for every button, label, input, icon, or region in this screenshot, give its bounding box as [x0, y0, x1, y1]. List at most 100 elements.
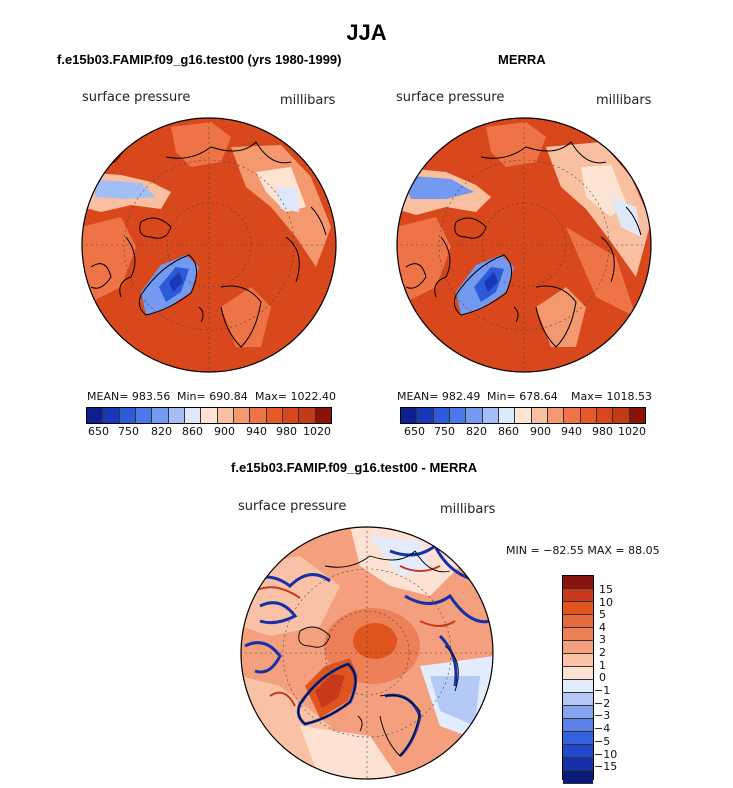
panel3-colorbar-swatch	[563, 576, 593, 589]
panel1-colorbar-swatch	[152, 408, 169, 423]
panel1-tick: 980	[276, 425, 297, 438]
panel2-units-label: millibars	[596, 93, 652, 108]
panel2-tick: 860	[498, 425, 519, 438]
panel3-tick: 5	[599, 608, 606, 621]
main-title: JJA	[346, 20, 387, 45]
panel1-tick: 900	[214, 425, 235, 438]
panel2-tick: 820	[466, 425, 487, 438]
panel2-min: Min= 678.64	[487, 390, 558, 403]
panel3-tick: 4	[599, 621, 606, 634]
panel2-colorbar-swatch	[580, 408, 597, 423]
panel1-colorbar-swatch	[168, 408, 185, 423]
panel2-colorbar-swatch	[433, 408, 450, 423]
panel3-units-label: millibars	[440, 502, 496, 517]
panel1-tick: 1020	[303, 425, 331, 438]
panel1-tick: 650	[88, 425, 109, 438]
panel3-colorbar-swatch	[563, 706, 593, 719]
panel3-colorbar-swatch	[563, 719, 593, 732]
panel2-colorbar-swatch	[564, 408, 581, 423]
panel1-colorbar-swatch	[119, 408, 136, 423]
panel1-tick: 940	[246, 425, 267, 438]
panel1-colorbar-swatch	[282, 408, 300, 423]
panel3-tick: −15	[594, 760, 618, 773]
panel3-colorbar-swatch	[563, 693, 593, 706]
panel3-tick: −4	[594, 722, 611, 735]
panel1-units-label: millibars	[280, 93, 336, 108]
panel3-tick: 10	[599, 596, 613, 609]
panel1-tick: 860	[182, 425, 203, 438]
panel1-polar-map	[81, 117, 337, 373]
panel2-colorbar-swatch	[482, 408, 499, 423]
panel1-colorbar-swatch	[217, 408, 234, 423]
panel2-max: Max= 1018.53	[571, 390, 652, 403]
panel2-colorbar-swatch	[547, 408, 565, 423]
panel1-colorbar-swatch	[299, 408, 316, 423]
panel2-colorbar-swatch	[466, 408, 483, 423]
panel3-colorbar-swatch	[563, 732, 593, 745]
panel1-colorbar-swatch	[233, 408, 251, 423]
panel3-colorbar-swatch	[563, 667, 593, 680]
panel1-colorbar-swatch	[184, 408, 202, 423]
panel3-colorbar-swatch	[563, 758, 593, 771]
panel3-minmax: MIN = −82.55 MAX = 88.05	[506, 544, 660, 557]
panel1-colorbar-swatch	[135, 408, 153, 423]
panel1-tick: 820	[151, 425, 172, 438]
panel3-colorbar-swatch	[563, 589, 593, 602]
panel2-tick: 940	[561, 425, 582, 438]
panel1-max: Max= 1022.40	[255, 390, 336, 403]
panel2-tick: 650	[404, 425, 425, 438]
panel1-min: Min= 690.84	[177, 390, 248, 403]
panel3-tick: −1	[594, 684, 611, 697]
panel2-mean: MEAN= 982.49	[397, 390, 481, 403]
panel3-colorbar-swatch	[563, 641, 593, 654]
panel2-colorbar-swatch	[531, 408, 548, 423]
panel3-colorbar-swatch	[563, 615, 593, 628]
panel3-polar-map	[240, 526, 494, 780]
panel2-colorbar-swatch	[629, 408, 645, 423]
panel3-tick: −5	[594, 735, 611, 748]
panel2-tick: 750	[434, 425, 455, 438]
panel2-variable-label: surface pressure	[396, 90, 505, 105]
panel2-tick: 900	[530, 425, 551, 438]
panel1-tick: 750	[118, 425, 139, 438]
panel3-colorbar-swatch	[563, 628, 593, 641]
panel2-polar-map	[396, 117, 652, 373]
panel2-tick: 1020	[618, 425, 646, 438]
panel1-colorbar-swatch	[87, 408, 104, 423]
panel3-colorbar-swatch	[563, 680, 593, 693]
panel2-subtitle: MERRA	[498, 52, 546, 67]
panel1-colorbar-swatch	[315, 408, 331, 423]
panel1-colorbar-swatch	[250, 408, 267, 423]
panel3-tick: 3	[599, 633, 606, 646]
panel3-tick: 15	[599, 583, 613, 596]
panel3-colorbar	[562, 575, 594, 784]
panel3-colorbar-swatch	[563, 602, 593, 615]
panel2-colorbar-swatch	[596, 408, 614, 423]
panel2-colorbar-swatch	[401, 408, 418, 423]
panel1-colorbar	[86, 407, 332, 424]
panel1-subtitle: f.e15b03.FAMIP.f09_g16.test00 (yrs 1980-…	[57, 52, 342, 67]
panel3-colorbar-swatch	[563, 654, 593, 667]
panel3-tick: 2	[599, 646, 606, 659]
panel2-colorbar-swatch	[417, 408, 434, 423]
panel3-tick: −2	[594, 697, 611, 710]
panel1-mean: MEAN= 983.56	[87, 390, 171, 403]
panel2-colorbar-swatch	[449, 408, 467, 423]
panel2-colorbar	[400, 407, 646, 424]
panel3-colorbar-swatch	[563, 745, 593, 758]
panel2-colorbar-swatch	[498, 408, 516, 423]
panel3-variable-label: surface pressure	[238, 499, 347, 514]
panel3-tick: 1	[599, 659, 606, 672]
panel2-colorbar-swatch	[515, 408, 532, 423]
panel3-colorbar-swatch	[563, 771, 593, 784]
panel1-variable-label: surface pressure	[82, 90, 191, 105]
panel3-tick: −3	[594, 709, 611, 722]
panel1-colorbar-swatch	[103, 408, 120, 423]
panel1-colorbar-swatch	[266, 408, 283, 423]
panel3-subtitle: f.e15b03.FAMIP.f09_g16.test00 - MERRA	[231, 460, 478, 475]
panel1-colorbar-swatch	[201, 408, 218, 423]
panel3-tick: 0	[599, 671, 606, 684]
panel2-tick: 980	[592, 425, 613, 438]
panel2-colorbar-swatch	[613, 408, 630, 423]
panel3-tick: −10	[594, 748, 618, 761]
